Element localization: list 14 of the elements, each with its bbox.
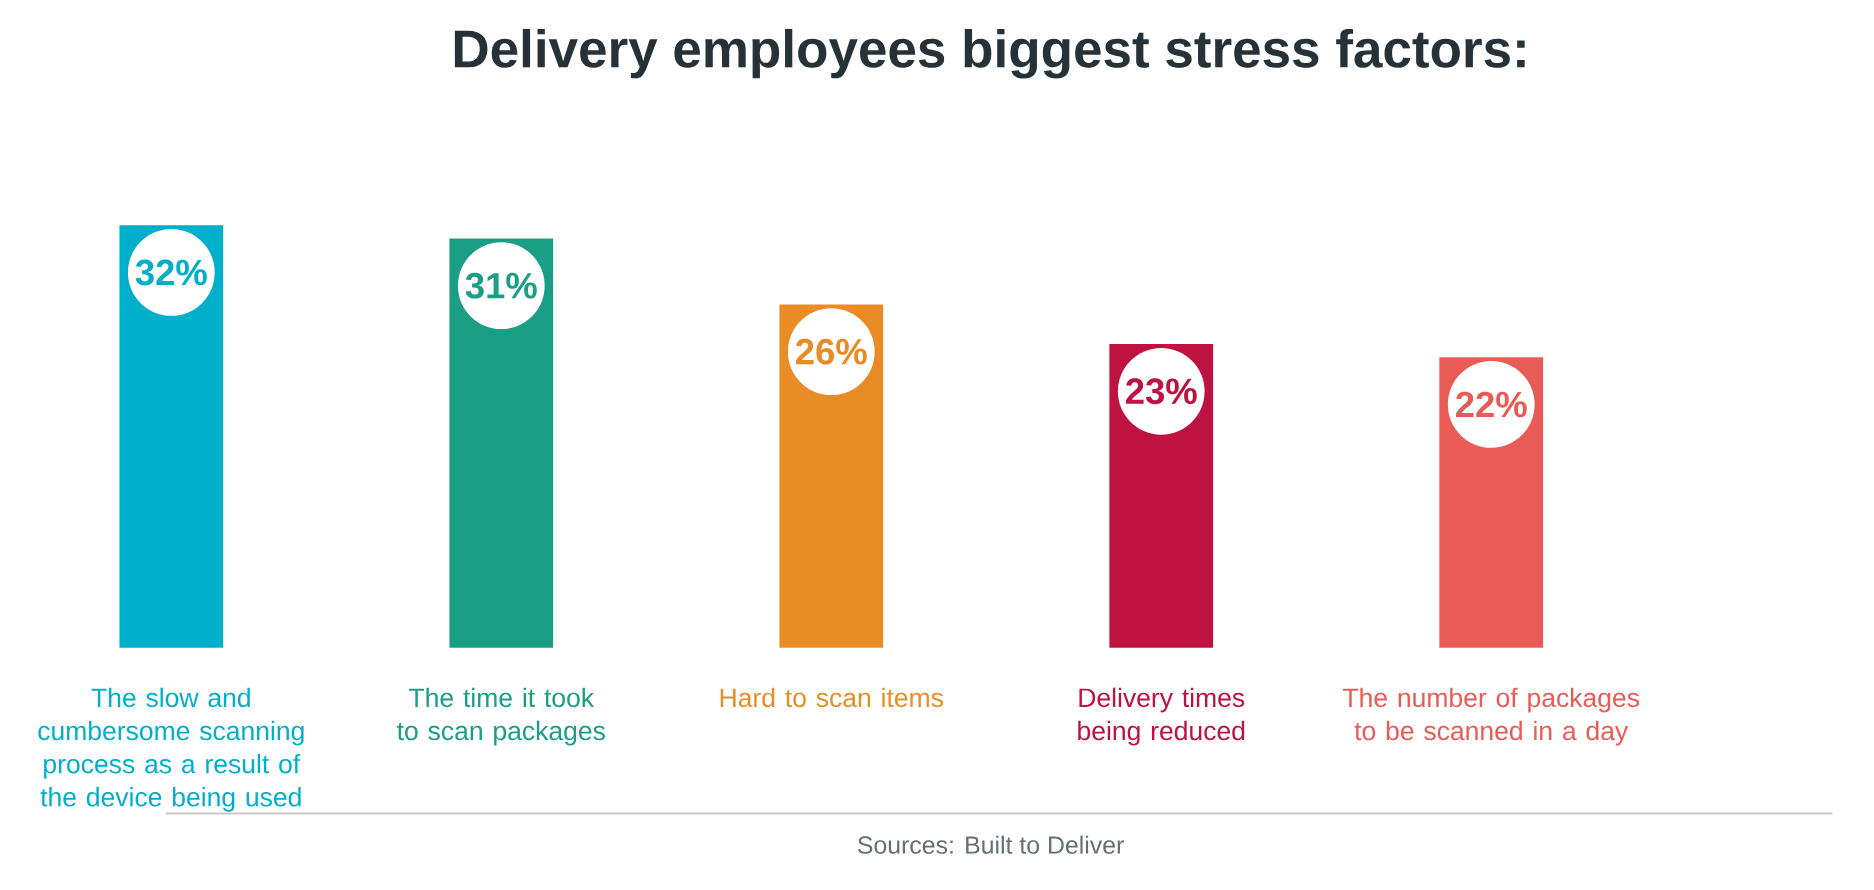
data-label: 22%	[1455, 391, 1527, 418]
bar	[449, 238, 554, 648]
source-note: Sources: Built to Deliver	[858, 835, 1124, 854]
chart-title: Delivery employees biggest stress factors:	[454, 28, 1525, 79]
data-label: 26%	[796, 338, 867, 365]
x-tick-label: The slow and cumbersome scanning process as a result of the device being used	[38, 687, 304, 812]
data-label: 31%	[465, 272, 537, 299]
x-tick-label: Hard to scan items	[720, 687, 943, 708]
data-label: 32%	[135, 259, 207, 286]
bar	[119, 225, 224, 648]
data-label: 23%	[1126, 378, 1197, 405]
x-tick-label: The number of packages to be scanned in a day	[1342, 687, 1640, 746]
x-tick-label: The time it took to scan packages	[397, 687, 605, 746]
x-tick-label: Delivery times being reduced	[1078, 687, 1245, 746]
